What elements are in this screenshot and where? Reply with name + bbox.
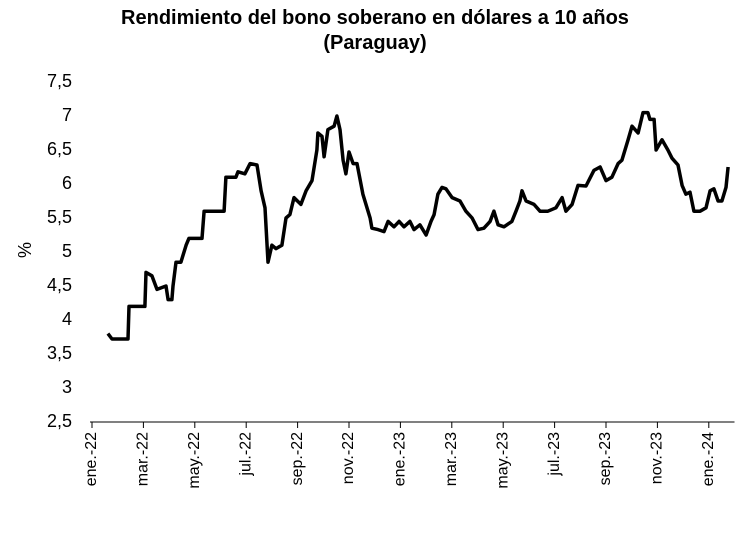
x-tick-label: sep.-22 [289, 432, 306, 485]
x-tick-label: ene.-22 [83, 432, 100, 486]
x-tick-label: mar.-22 [135, 432, 152, 486]
chart-title: Rendimiento del bono soberano en dólares… [121, 7, 629, 54]
x-tick-label: jul.-23 [546, 432, 563, 477]
y-tick-label: 3,5 [47, 343, 72, 363]
y-axis-label: % [15, 242, 35, 258]
y-tick-label: 4 [62, 309, 72, 329]
y-tick-label: 4,5 [47, 275, 72, 295]
y-tick-label: 6,5 [47, 139, 72, 159]
y-tick-label: 6 [62, 173, 72, 193]
y-tick-label: 2,5 [47, 411, 72, 431]
x-tick-label: nov.-22 [340, 432, 357, 484]
x-tick-label: sep.-23 [597, 432, 614, 485]
x-tick-label: nov.-23 [649, 432, 666, 484]
x-tick-label: may.-23 [494, 432, 511, 489]
y-tick-label: 7 [62, 105, 72, 125]
x-tick-label: ene.-24 [700, 432, 717, 486]
line-series [106, 110, 730, 341]
y-tick-label: 5,5 [47, 207, 72, 227]
x-tick-label: may.-22 [186, 432, 203, 489]
y-tick-label: 5 [62, 241, 72, 261]
x-tick-label: jul.-22 [237, 432, 254, 477]
x-tick-label: mar.-23 [443, 432, 460, 486]
x-tick-label: ene.-23 [392, 432, 409, 486]
y-tick-label: 3 [62, 377, 72, 397]
y-tick-label: 7,5 [47, 71, 72, 91]
